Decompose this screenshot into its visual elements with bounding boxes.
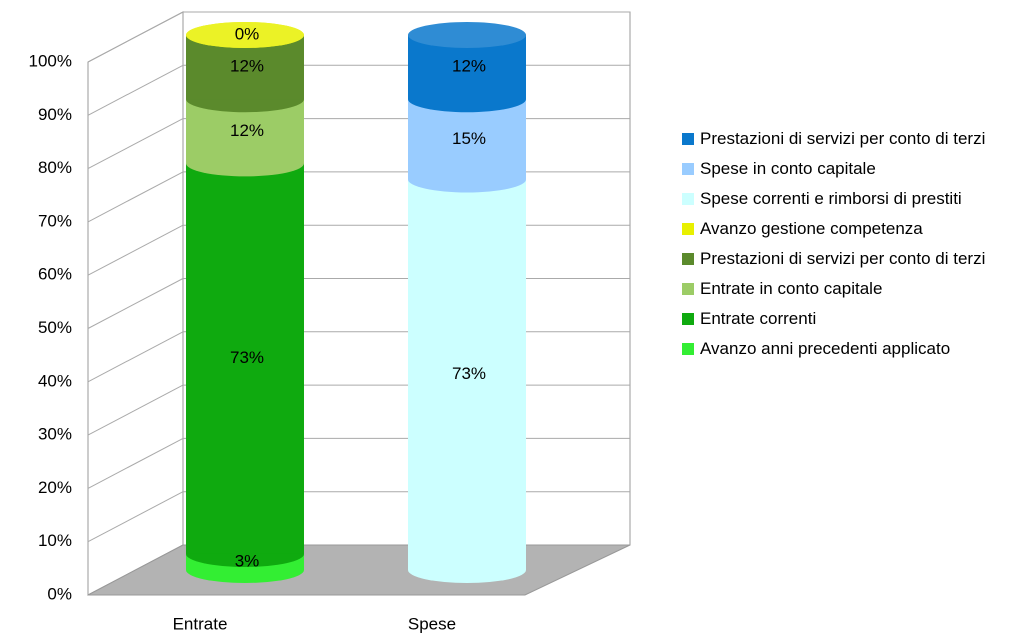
data-label: 12% — [230, 57, 264, 76]
data-label: 3% — [235, 551, 260, 570]
data-label: 73% — [452, 364, 486, 383]
legend-item: Avanzo gestione competenza — [680, 218, 1015, 240]
grid-line — [87, 437, 184, 489]
y-tick-label: 100% — [29, 51, 72, 70]
y-tick-label: 60% — [38, 265, 72, 284]
grid-line — [87, 11, 184, 63]
legend-label: Entrate in conto capitale — [700, 279, 883, 298]
legend-label: Prestazioni di servizi per conto di terz… — [700, 129, 986, 148]
legend: Prestazioni di servizi per conto di terz… — [680, 128, 1015, 368]
legend-swatch — [682, 253, 694, 265]
y-tick-label: 30% — [38, 425, 72, 444]
data-label: 73% — [230, 348, 264, 367]
legend-swatch — [682, 163, 694, 175]
grid-line — [87, 491, 184, 543]
y-tick-label: 20% — [38, 478, 72, 497]
grid-line — [87, 278, 184, 329]
legend-item: Prestazioni di servizi per conto di terz… — [680, 248, 1015, 270]
legend-item: Prestazioni di servizi per conto di terz… — [680, 128, 1015, 150]
legend-label: Avanzo anni precedenti applicato — [700, 339, 951, 358]
legend-swatch — [682, 133, 694, 145]
grid-line — [87, 171, 184, 223]
x-tick-label: Spese — [408, 614, 456, 633]
legend-swatch — [682, 193, 694, 205]
data-label: 0% — [235, 24, 260, 43]
y-tick-label: 40% — [38, 371, 72, 390]
legend-swatch — [682, 283, 694, 295]
legend-item: Spese in conto capitale — [680, 158, 1015, 180]
y-tick-label: 70% — [38, 211, 72, 230]
legend-item: Avanzo anni precedenti applicato — [680, 338, 1015, 360]
legend-label: Avanzo gestione competenza — [700, 219, 923, 238]
legend-item: Entrate correnti — [680, 308, 1015, 330]
legend-label: Spese in conto capitale — [700, 159, 876, 178]
y-tick-label: 10% — [38, 531, 72, 550]
cylinder-top — [408, 22, 526, 48]
data-label: 15% — [452, 129, 486, 148]
legend-swatch — [682, 343, 694, 355]
grid-line — [87, 224, 184, 276]
cylinder-top — [186, 22, 304, 48]
floor — [87, 544, 631, 596]
y-tick-label: 50% — [38, 318, 72, 337]
grid-line — [87, 331, 184, 383]
grid-line — [87, 64, 184, 116]
legend-label: Spese correnti e rimborsi di prestiti — [700, 189, 962, 208]
legend-swatch — [682, 223, 694, 235]
data-label: 12% — [230, 121, 264, 140]
legend-item: Spese correnti e rimborsi di prestiti — [680, 188, 1015, 210]
legend-item: Entrate in conto capitale — [680, 278, 1015, 300]
grid-line — [87, 118, 184, 170]
x-tick-label: Entrate — [173, 614, 228, 633]
data-label: 12% — [452, 57, 486, 76]
legend-swatch — [682, 313, 694, 325]
cylinder-segment — [186, 163, 304, 554]
y-tick-label: 80% — [38, 158, 72, 177]
legend-label: Entrate correnti — [700, 309, 817, 328]
cylinder-segment — [408, 99, 526, 180]
y-tick-label: 0% — [47, 584, 72, 603]
grid-line — [87, 384, 184, 436]
cylinder-segment — [408, 179, 526, 570]
legend-label: Prestazioni di servizi per conto di terz… — [700, 249, 986, 268]
y-tick-label: 90% — [38, 105, 72, 124]
